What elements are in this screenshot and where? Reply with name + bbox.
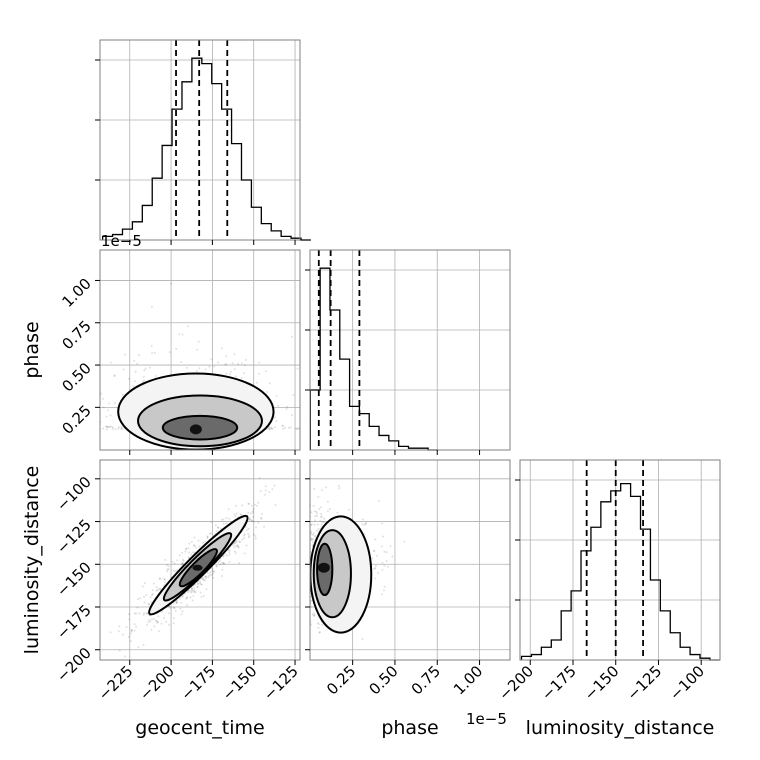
panel-frame [309, 249, 511, 451]
histogram-bin [531, 655, 541, 660]
y-tick-label: −175 [53, 601, 95, 643]
histogram-bin [182, 82, 192, 240]
panel-frame [99, 39, 301, 241]
panel-frame [519, 459, 721, 661]
y-tick-label: 1.00 [58, 275, 94, 311]
histogram-panel-geocent-time [95, 39, 311, 245]
histogram-bin [281, 236, 291, 240]
y-tick-label: −200 [53, 644, 95, 686]
histogram-bin [650, 580, 660, 660]
histogram-bin [320, 268, 330, 450]
histogram-bin [641, 529, 651, 660]
contour-level [137, 394, 263, 448]
histogram-step [101, 57, 311, 241]
x-tick-label: −125 [623, 662, 665, 704]
histogram-bin [142, 205, 152, 240]
histogram-bin [152, 178, 162, 240]
histogram-bin [541, 647, 551, 660]
histogram-bin [571, 591, 581, 660]
histogram-bin [680, 647, 690, 660]
xlabel-geocent-time: geocent_time [135, 717, 264, 739]
xlabel-luminosity-distance: luminosity_distance [526, 717, 715, 739]
histogram-panel-phase [305, 249, 511, 455]
histogram-bin [399, 446, 409, 450]
phase-x-offset-text: 1e−5 [466, 710, 507, 728]
histogram-bin [172, 109, 182, 240]
y-tick-label: 0.50 [58, 359, 94, 395]
x-tick-label: −150 [581, 662, 623, 704]
xlabel-phase: phase [381, 717, 438, 739]
contour-level [312, 529, 352, 619]
histogram-bin [212, 84, 222, 240]
y-tick-label: 0.25 [58, 401, 94, 437]
x-tick-label: −175 [177, 662, 219, 704]
histogram-bin [389, 441, 399, 450]
y-tick-label: −125 [53, 516, 95, 558]
ylabel-luminosity-distance: luminosity_distance [21, 466, 43, 655]
density-core [192, 564, 203, 571]
histogram-bin [551, 640, 561, 660]
x-tick-label: −200 [495, 662, 537, 704]
x-tick-label: 0.25 [323, 662, 359, 698]
x-tick-label: 1.00 [450, 662, 486, 698]
histogram-bin [261, 224, 271, 240]
histogram-bin [631, 496, 641, 660]
phase-y-offset-text: 1e−5 [101, 232, 142, 250]
histogram-bin [369, 426, 379, 450]
histogram-panel-luminosity-distance: −200 −175 −150 −125 −100 [495, 459, 721, 704]
y-tick-label: −100 [53, 473, 95, 515]
contour-level [161, 414, 239, 441]
x-tick-label: −100 [666, 662, 708, 704]
contour-level [178, 548, 218, 588]
histogram-bin [690, 655, 700, 660]
histogram-bin [359, 414, 369, 450]
histogram-bin [660, 611, 670, 660]
histogram-step [520, 482, 720, 661]
x-tick-label: −175 [538, 662, 580, 704]
x-tick-label: −150 [219, 662, 261, 704]
y-tick-label: −150 [53, 558, 95, 600]
joint-panel-geocent-time-vs-luminosity-distance: −225 −200 −175 −150 −125−200−175−150−125−100 [53, 459, 302, 704]
joint-panel-geocent-time-vs-phase: 0.25 0.50 0.75 1.00 [58, 249, 301, 455]
histogram-bin [192, 58, 202, 240]
histogram-bin [670, 633, 680, 660]
x-tick-label: 0.50 [365, 662, 401, 698]
density-core [317, 562, 330, 573]
histogram-bin [241, 180, 251, 240]
histogram-bin [232, 144, 242, 240]
panel-frame [309, 459, 511, 661]
histogram-bin [379, 435, 389, 450]
histogram-bin [522, 656, 532, 660]
histogram-bin [591, 527, 601, 660]
contour-level [316, 542, 334, 597]
x-tick-label: 0.75 [408, 662, 444, 698]
x-tick-label: −125 [260, 662, 302, 704]
ylabel-phase: phase [21, 321, 43, 378]
joint-panel-phase-vs-luminosity-distance: 0.25 0.50 0.75 1.00 [305, 459, 511, 698]
panel-frame [99, 459, 301, 661]
panel-frame [99, 249, 301, 451]
density-core [189, 424, 202, 435]
histogram-bin [162, 145, 172, 240]
y-tick-label: 0.75 [58, 317, 94, 353]
histogram-bin [340, 359, 350, 450]
histogram-bin [271, 231, 281, 240]
histogram-bin [202, 64, 212, 240]
x-tick-label: −200 [136, 662, 178, 704]
histogram-bin [350, 406, 360, 450]
histogram-bin [601, 502, 611, 660]
histogram-bin [251, 207, 261, 240]
histogram-bin [621, 484, 631, 660]
x-tick-label: −225 [95, 662, 137, 704]
histogram-bin [561, 611, 571, 660]
contour-level [148, 514, 249, 616]
